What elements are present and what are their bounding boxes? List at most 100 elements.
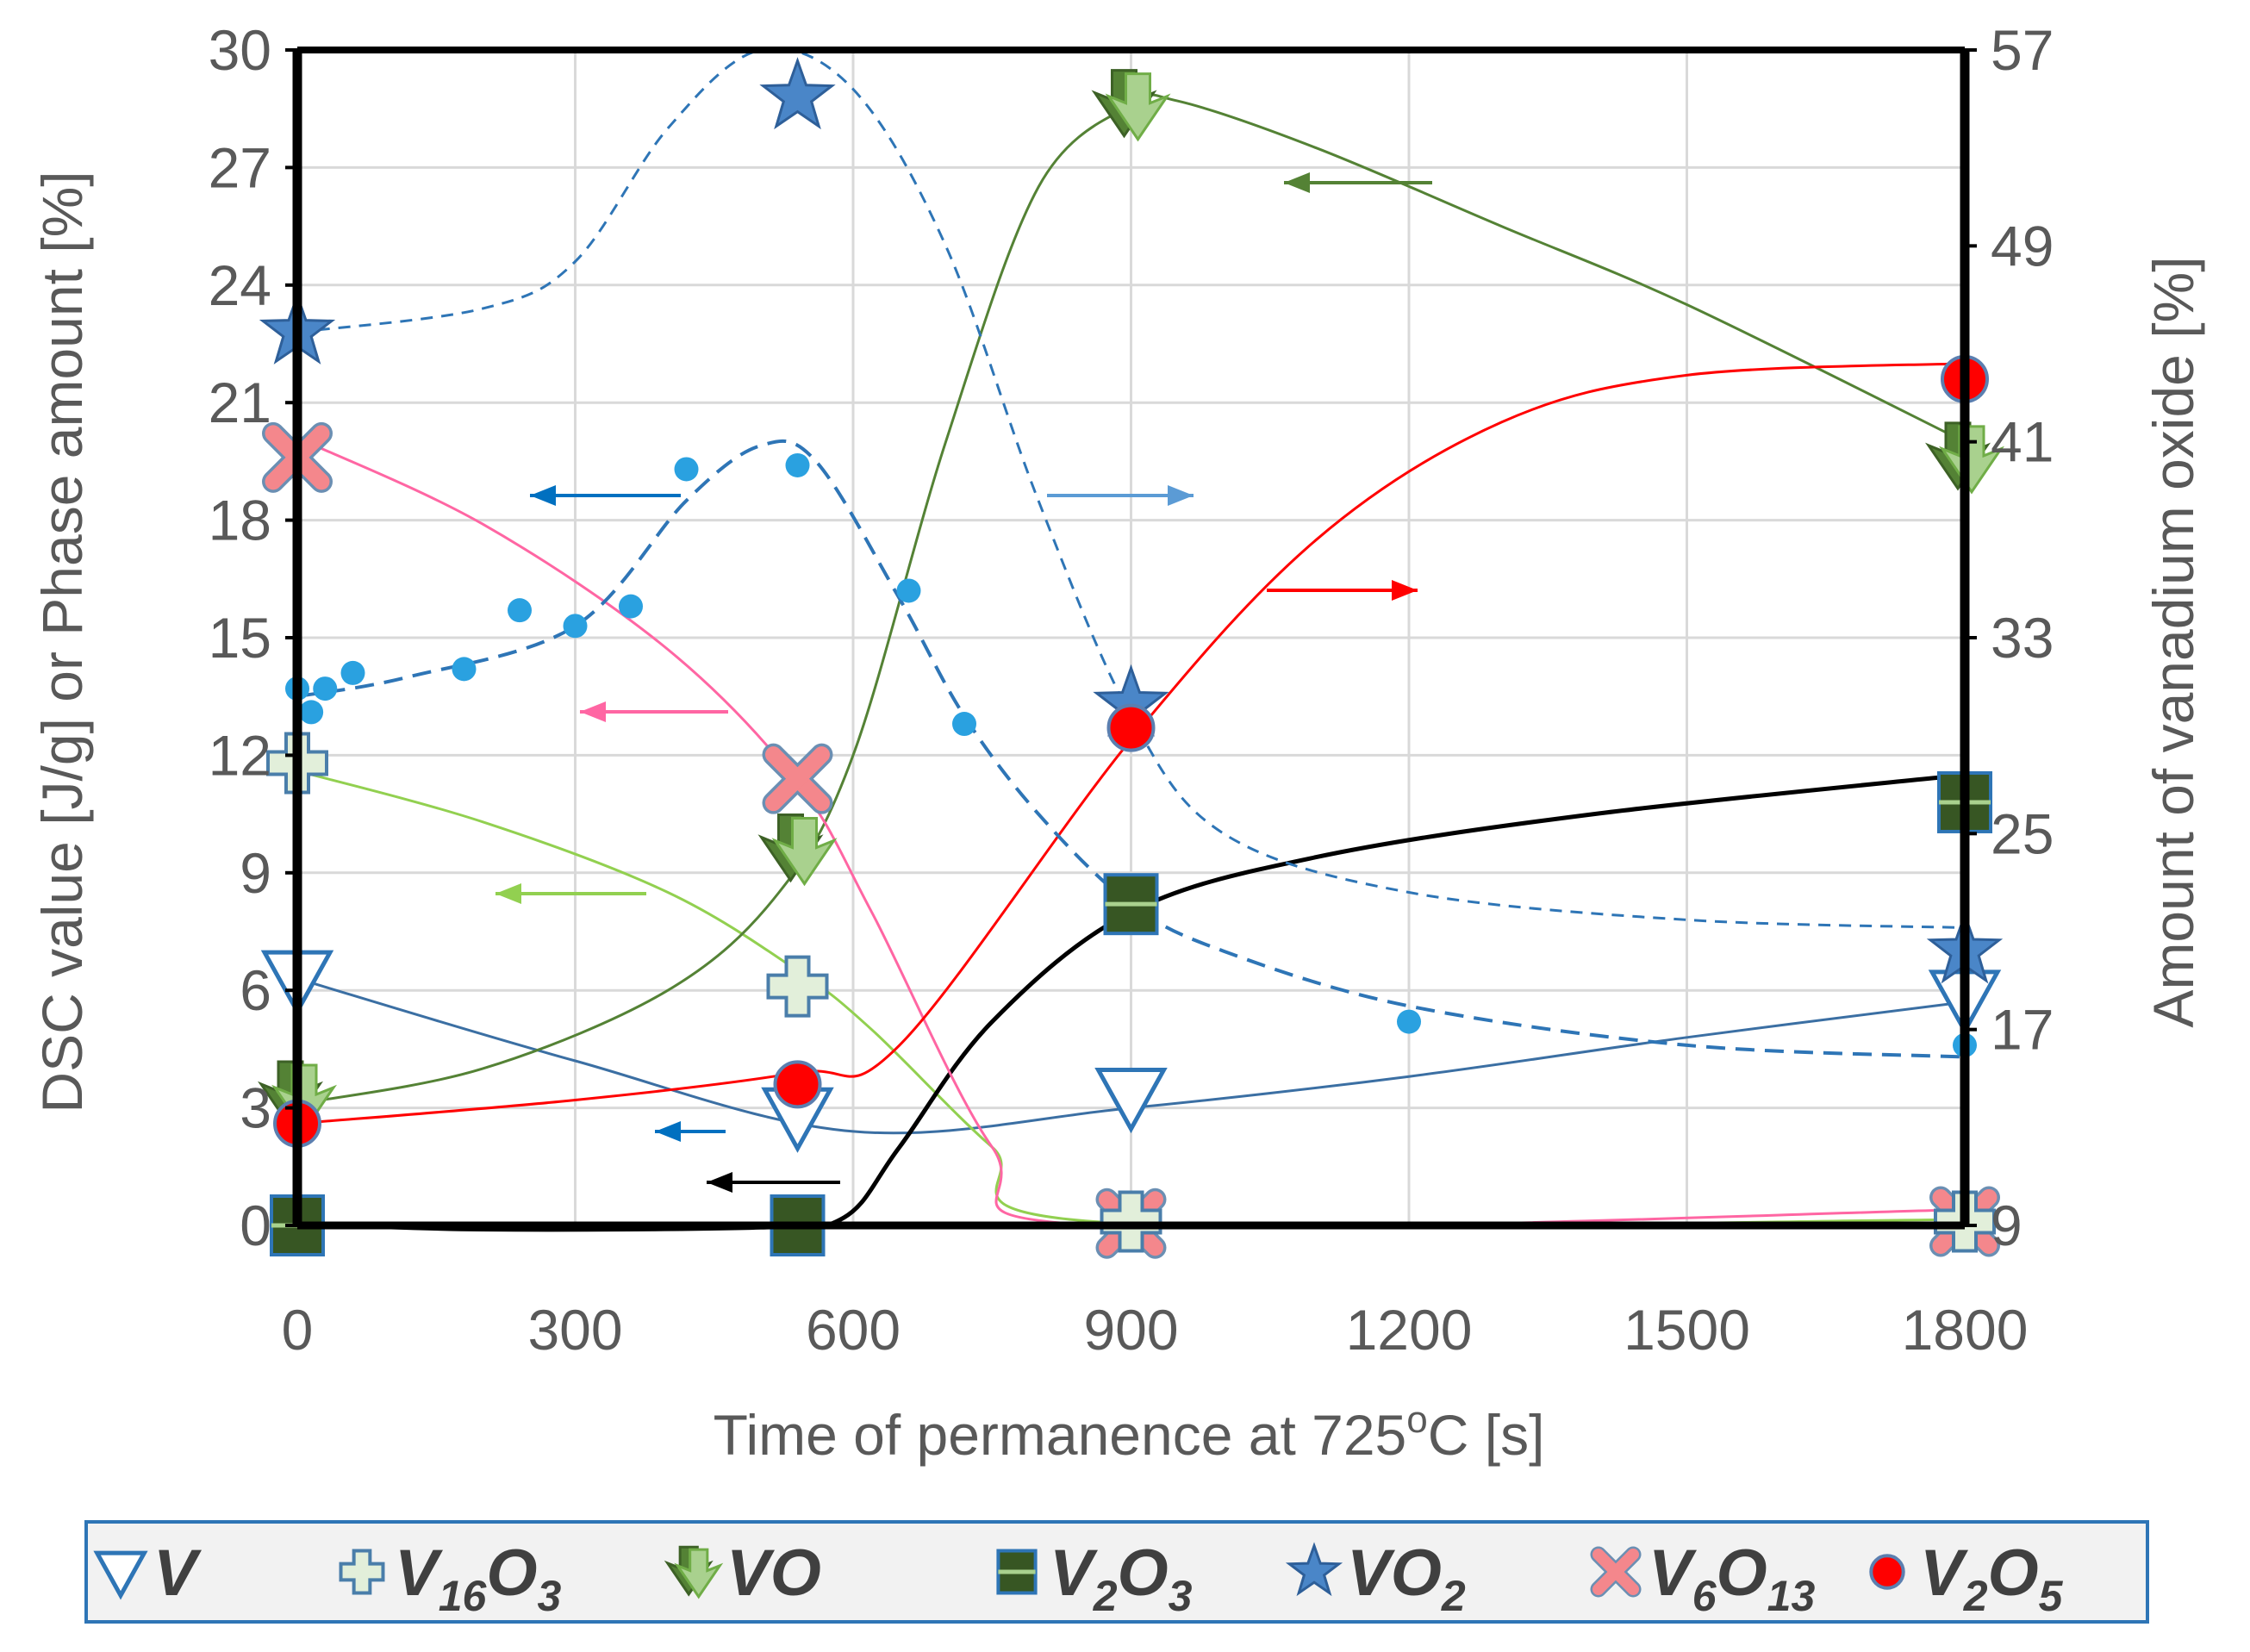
- legend-text-part: O: [1118, 1537, 1169, 1610]
- marker-dsc: [785, 452, 810, 477]
- y-left-tick-label: 27: [209, 135, 271, 199]
- marker-vo2: [759, 57, 836, 130]
- axis-indicator-arrows: [495, 172, 1432, 1193]
- legend-item: V2O3: [996, 1537, 1193, 1620]
- legend-label: V2O5: [1920, 1537, 2064, 1620]
- trend-line-vo2: [296, 47, 1966, 929]
- legend-marker-triangle-down: [93, 1550, 148, 1600]
- legend-marker-x: [1590, 1546, 1642, 1598]
- v16o3-axis-arrow-head: [495, 883, 521, 904]
- legend-text-part: V: [153, 1537, 202, 1610]
- tick-labels: 0 3 6 9 12 15 18 21 24 27 30 9 17 25 33 41 49 57 0 300 600 90…: [209, 18, 2054, 1362]
- marker-v6o13-stroke-b: [765, 746, 830, 812]
- marker-dsc: [952, 712, 976, 737]
- marker-vo-front: [271, 1063, 338, 1133]
- legend-text-part: V: [1050, 1537, 1098, 1610]
- marker-v16o3: [1100, 1190, 1162, 1253]
- y-left-tick-label: 0: [240, 1194, 271, 1257]
- legend-text-part: V: [1920, 1537, 1968, 1610]
- y-right-tick-label: 25: [1991, 801, 2054, 865]
- legend-text-part: V: [395, 1537, 443, 1610]
- marker-dsc: [313, 676, 338, 701]
- y-left-tick-label: 9: [240, 841, 271, 905]
- legend-label: V2O3: [1050, 1537, 1193, 1620]
- trend-line-v2o3: [296, 772, 1966, 1232]
- legend-item: V2O5: [1869, 1537, 2064, 1620]
- trend-line-v2o5: [296, 362, 1966, 1125]
- legend-subscript: 3: [1169, 1572, 1193, 1620]
- trend-line-vo: [296, 93, 1966, 1106]
- legend-label: VO: [726, 1537, 821, 1610]
- legend-label: V16O3: [395, 1537, 561, 1620]
- marker-dsc: [896, 578, 921, 603]
- legend-text-part: O: [1988, 1537, 2039, 1610]
- marker-v2o3: [1103, 873, 1159, 936]
- x-tick-label: 1800: [1902, 1298, 2029, 1362]
- marker-vo-front: [1938, 425, 2005, 495]
- marker-dsc: [674, 457, 699, 482]
- legend-label: V: [153, 1537, 202, 1610]
- x-tick-label: 0: [282, 1298, 314, 1362]
- y-left-tick-label: 12: [209, 723, 271, 787]
- legend-marker-double-arrow: [664, 1545, 724, 1599]
- legend-subscript: 2: [1093, 1572, 1118, 1620]
- x-axis-title: Time of permanence at 725oC [s]: [714, 1399, 1545, 1467]
- legend-item: V16O3: [339, 1537, 561, 1620]
- legend-marker-circle: [1869, 1554, 1905, 1590]
- legend: V V16O3 VO V2O3 VO2 V6O13 V2O5: [84, 1520, 2149, 1624]
- y-right-tick-label: 57: [1991, 18, 2054, 82]
- dsc-axis-arrow-head: [1168, 485, 1194, 506]
- marker-vo: [757, 814, 838, 887]
- legend-text-part: VO: [726, 1537, 821, 1610]
- legend-marker-star: [1285, 1542, 1343, 1597]
- y-right-axis-title: Amount of vanadium oxide [%]: [2141, 256, 2205, 1027]
- y-left-tick-label: 24: [209, 253, 271, 317]
- marker-dsc: [563, 614, 588, 639]
- y-left-axis-title: DSC value [J/g] or Phase amount [%]: [30, 171, 94, 1113]
- marker-dsc: [340, 660, 365, 685]
- y-left-tick-label: 3: [240, 1076, 271, 1140]
- legend-marker-cross: [339, 1549, 385, 1595]
- legend-item: VO2: [1285, 1537, 1466, 1620]
- marker-dsc: [508, 598, 532, 623]
- y-left-tick-label: 30: [209, 18, 271, 82]
- legend-subscript: 6: [1692, 1572, 1717, 1620]
- y-right-tick-label: 49: [1991, 214, 2054, 277]
- marker-vo: [1924, 421, 2005, 495]
- y-right-tick-label: 17: [1991, 998, 2054, 1062]
- legend-box: [84, 1520, 2149, 1624]
- y-right-tick-label: 33: [1991, 606, 2054, 670]
- marker-v: [1094, 1068, 1168, 1134]
- trend-line-dsc: [296, 439, 1966, 1059]
- legend-item: VO: [664, 1537, 821, 1610]
- legend-marker-x-stroke-b: [1592, 1548, 1640, 1596]
- y-right-tick-label: 41: [1991, 410, 2054, 474]
- legend-subscript: 2: [1963, 1572, 1988, 1620]
- x-tick-label: 600: [806, 1298, 901, 1362]
- legend-subscript: 3: [537, 1572, 561, 1620]
- legend-subscript: 13: [1767, 1572, 1816, 1620]
- marker-vo: [1091, 69, 1171, 142]
- x-tick-label: 1200: [1346, 1298, 1473, 1362]
- v6o13-axis-arrow-head: [580, 701, 606, 722]
- legend-subscript: 16: [439, 1572, 488, 1620]
- marker-dsc: [299, 700, 324, 725]
- v2o5-axis-arrow-head: [1392, 580, 1418, 601]
- marker-vo-front: [771, 817, 838, 887]
- x-tick-label: 900: [1083, 1298, 1178, 1362]
- y-left-tick-label: 6: [240, 958, 271, 1022]
- legend-text-part: O: [1717, 1537, 1767, 1610]
- v2o3-axis-arrow-head: [707, 1172, 732, 1193]
- legend-marker-double-arrow-front: [674, 1548, 724, 1599]
- marker-dsc: [619, 594, 643, 619]
- legend-subscript: 5: [2039, 1572, 2064, 1620]
- legend-item: V: [93, 1537, 202, 1610]
- legend-text-part: V: [1649, 1537, 1697, 1610]
- vo-axis-arrow-head: [1284, 172, 1310, 193]
- plot-frame: [285, 47, 1977, 1230]
- y-right-tick-label: 9: [1991, 1194, 2023, 1257]
- legend-text-part: VO: [1347, 1537, 1442, 1610]
- x-tick-label: 1500: [1624, 1298, 1750, 1362]
- marker-vo-front: [1105, 72, 1171, 142]
